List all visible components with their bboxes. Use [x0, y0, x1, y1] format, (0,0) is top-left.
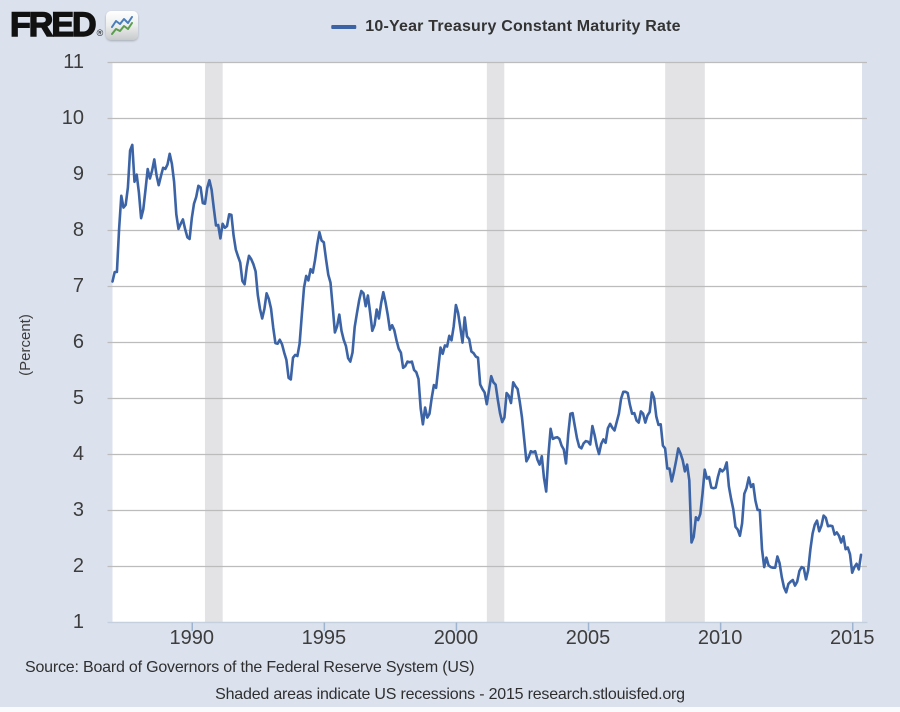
- x-axis: [107, 621, 868, 631]
- y-tick-label: 11: [63, 50, 84, 73]
- x-tick-label: 1990: [169, 627, 215, 649]
- x-tick-label: 2010: [697, 627, 743, 649]
- y-tick-label: 6: [72, 330, 84, 353]
- legend-line-swatch: [331, 25, 357, 29]
- legend-label: 10-Year Treasury Constant Maturity Rate: [365, 18, 681, 35]
- x-tick-label: 2000: [433, 627, 479, 649]
- recession-note-text: Shaded areas indicate US recessions - 20…: [215, 686, 685, 703]
- y-tick-label: 7: [72, 274, 84, 297]
- x-tick-label: 2015: [829, 627, 875, 649]
- y-tick-label: 8: [72, 218, 84, 241]
- y-tick-label: 5: [72, 386, 84, 409]
- y-tick-label: 2: [72, 554, 84, 577]
- y-tick-label: 1: [72, 610, 84, 633]
- series-group: [111, 143, 863, 594]
- fred-logo-chart-icon: [106, 11, 139, 40]
- x-tick-label: 2005: [565, 627, 611, 649]
- fred-logo-text: FRED: [9, 5, 97, 44]
- bottom-edge-strip: [0, 707, 900, 712]
- y-tick-label: 9: [72, 162, 84, 185]
- chart-canvas[interactable]: [0, 0, 900, 660]
- y-tick-label: 3: [72, 498, 84, 521]
- chart-legend: 10-Year Treasury Constant Maturity Rate: [331, 18, 681, 36]
- source-text: Source: Board of Governors of the Federa…: [25, 659, 475, 676]
- series-line: [111, 143, 863, 594]
- y-tick-label: 10: [61, 106, 84, 129]
- x-tick-label: 1995: [301, 627, 347, 649]
- y-tick-label: 4: [72, 442, 84, 465]
- fred-logo[interactable]: FRED ®: [9, 5, 139, 45]
- registered-trademark-symbol: ®: [96, 28, 104, 38]
